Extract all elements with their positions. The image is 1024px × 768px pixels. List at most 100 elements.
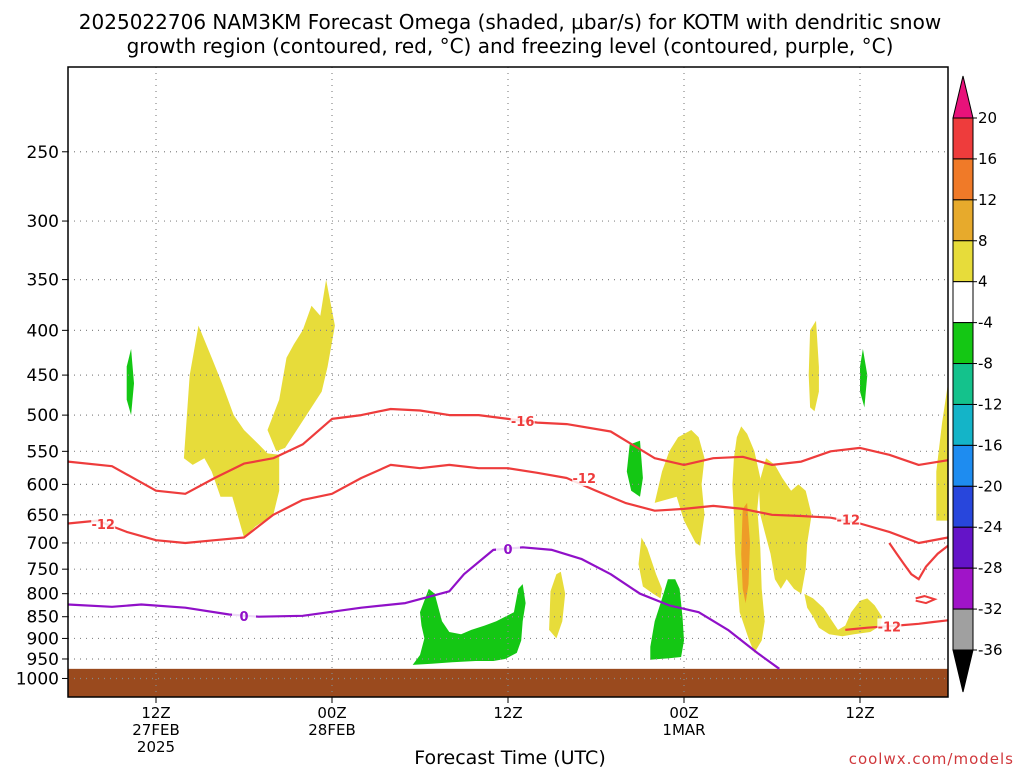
colorbar-label-9: -20: [978, 477, 1003, 495]
x-tick-label-0-0: 12Z: [141, 704, 170, 722]
y-tick-label-900: 900: [27, 629, 59, 649]
omega-region-7: [804, 593, 882, 637]
colorbar-swatch-1: [952, 158, 974, 201]
colorbar-label-0: 20: [978, 109, 997, 127]
omega-region-9: [936, 383, 948, 521]
colorbar-label-1: 16: [978, 150, 997, 168]
omega-region-1: [267, 279, 335, 452]
colorbar-swatch-6: [952, 363, 974, 405]
x-tick-label-0-1: 27FEB: [132, 721, 179, 739]
pressure-axis: 2503003504004505005506006507007508008509…: [16, 143, 68, 689]
freezing-left-label-bg: [232, 607, 256, 624]
colorbar-label-5: -4: [978, 314, 993, 332]
dgz-left-label-bg: [91, 516, 116, 533]
omega-region-14: [412, 584, 526, 665]
y-tick-label-700: 700: [27, 534, 59, 554]
dgz-bottom-label: -12: [878, 620, 902, 635]
omega-region-6: [758, 458, 812, 594]
omega-region-11: [126, 348, 134, 416]
omega-region-3: [638, 537, 662, 599]
omega-region-0: [183, 325, 280, 538]
y-tick-label-600: 600: [27, 475, 59, 495]
colorbar-label-7: -12: [978, 395, 1003, 413]
y-tick-label-250: 250: [27, 143, 59, 163]
y-tick-label-950: 950: [27, 650, 59, 670]
x-tick-label-0-2: 2025: [137, 738, 175, 756]
freezing-label: 0: [503, 543, 512, 558]
omega-region-13: [626, 440, 643, 497]
omega-region-12: [860, 348, 868, 408]
colorbar-swatch-9: [952, 485, 974, 528]
freezing-label-bg: [496, 540, 520, 557]
dgz-left-label: -12: [91, 518, 115, 533]
colorbar-swatch-4: [952, 281, 974, 324]
x-axis-label: Forecast Time (UTC): [414, 747, 605, 768]
colorbar-swatch-3: [952, 240, 974, 283]
colorbar-label-8: -16: [978, 436, 1003, 454]
omega-shading: [126, 279, 948, 665]
colorbar-bottom-arrow: [952, 649, 974, 693]
omega-region-10: [741, 502, 750, 604]
y-tick-label-650: 650: [27, 506, 59, 526]
colorbar-label-6: -8: [978, 355, 993, 373]
chart-title-line2: growth region (contoured, red, °C) and f…: [127, 34, 894, 58]
x-tick-label-4-0: 12Z: [845, 704, 874, 722]
colorbar-top-arrow: [952, 75, 974, 119]
dgz-bottom-label-bg: [877, 618, 902, 635]
omega-region-4: [654, 430, 705, 546]
colorbar-swatch-10: [952, 526, 974, 569]
dgz-upper-label-bg: [510, 413, 535, 430]
omega-region-2: [549, 571, 566, 639]
y-tick-label-350: 350: [27, 271, 59, 291]
plot-area: -16 -12 -12 -12 -12 0 0: [67, 66, 949, 698]
colorbar-swatch-8: [952, 444, 974, 487]
dgz-lower-label: -12: [573, 472, 597, 487]
y-tick-label-500: 500: [27, 406, 59, 426]
dgz-upper-contour: [67, 407, 949, 495]
y-tick-label-450: 450: [27, 366, 59, 386]
colorbar-swatch-12: [952, 608, 974, 651]
dgz-right-label: -12: [837, 513, 861, 528]
colorbar-label-10: -24: [978, 518, 1003, 536]
dgz-upper-label: -16: [511, 415, 535, 430]
x-tick-label-3-0: 00Z: [669, 704, 698, 722]
colorbar-label-4: 4: [978, 273, 988, 291]
y-tick-label-400: 400: [27, 321, 59, 341]
dgz-right-loop: [888, 542, 949, 581]
dgz-small-loop: [915, 595, 938, 605]
colorbar-label-3: 8: [978, 232, 988, 250]
dgz-right-label-bg: [836, 511, 861, 528]
freezing-left-label: 0: [239, 610, 248, 625]
omega-region-8: [808, 320, 819, 412]
colorbar-swatch-0: [952, 117, 974, 160]
dgz-lower-label-bg: [572, 470, 597, 487]
x-tick-label-2-0: 12Z: [493, 704, 522, 722]
colorbar-label-2: 12: [978, 191, 997, 209]
y-tick-label-750: 750: [27, 560, 59, 580]
x-tick-label-1-1: 28FEB: [308, 721, 355, 739]
colorbar-label-11: -28: [978, 559, 1003, 577]
colorbar-swatch-5: [952, 322, 974, 365]
colorbar-label-12: -32: [978, 600, 1003, 618]
y-tick-label-800: 800: [27, 585, 59, 605]
colorbar-swatch-2: [952, 199, 974, 242]
dgz-lower-contour: [67, 463, 949, 545]
credit-text: coolwx.com/models: [849, 750, 1014, 768]
y-tick-label-550: 550: [27, 442, 59, 462]
chart-title-line1: 2025022706 NAM3KM Forecast Omega (shaded…: [79, 10, 941, 34]
contour-lines: -16 -12 -12 -12 -12 0 0: [67, 407, 949, 670]
omega-region-15: [650, 579, 684, 660]
omega-colorbar: 20 16 12 8 4 -4 -8 -12 -16 -20 -24 -28 -32 -36: [952, 75, 1003, 693]
x-tick-label-3-1: 1MAR: [662, 721, 705, 739]
y-tick-label-850: 850: [27, 608, 59, 628]
freezing-level-contour: [67, 546, 780, 670]
y-tick-label-1000: 1000: [16, 669, 59, 689]
x-tick-label-1-0: 00Z: [317, 704, 346, 722]
dgz-bottom-contour: [845, 619, 949, 631]
colorbar-label-13: -36: [978, 641, 1003, 659]
colorbar-swatch-7: [952, 403, 974, 446]
colorbar-swatch-11: [952, 567, 974, 610]
y-tick-label-300: 300: [27, 212, 59, 232]
